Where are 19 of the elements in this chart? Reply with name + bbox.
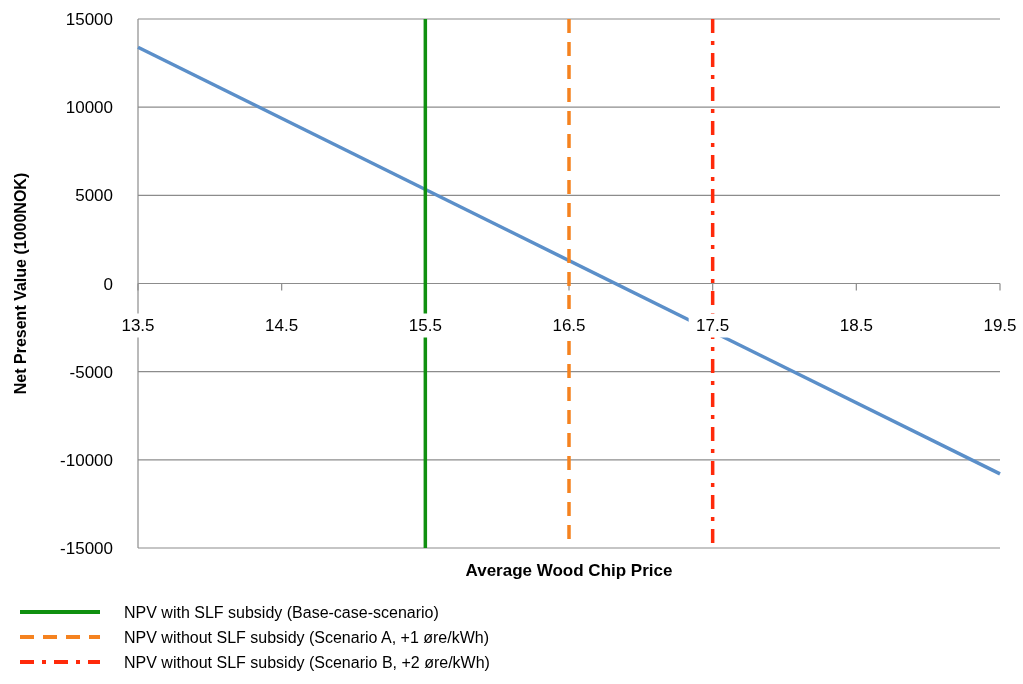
y-tick-label: 5000	[75, 186, 113, 206]
x-tick-label: 14.5	[265, 315, 299, 335]
legend-label: NPV without SLF subsidy (Scenario A, +1 øre/kWh)	[124, 629, 490, 646]
y-tick-label: 15000	[65, 10, 113, 29]
x-tick-label: 13.5	[121, 315, 155, 335]
x-axis-title: Average Wood Chip Price	[465, 561, 673, 580]
legend-label: NPV with SLF subsidy (Base-case-scenario)	[124, 604, 439, 621]
y-tick-label: -15000	[60, 539, 113, 558]
y-tick-label: -10000	[60, 450, 113, 470]
y-tick-label: 10000	[65, 98, 113, 118]
legend-label: NPV without SLF subsidy (Scenario B, +2 øre/kWh)	[124, 654, 490, 671]
x-tick-label: 17.5	[696, 315, 730, 335]
y-tick-label: -5000	[69, 362, 113, 382]
y-tick-label: 0	[103, 274, 113, 294]
x-tick-label: 19.5	[983, 315, 1017, 335]
x-tick-label: 15.5	[408, 315, 442, 335]
x-tick-label: 16.5	[552, 315, 586, 335]
y-axis-title: Net Present Value (1000NOK)	[12, 172, 29, 395]
x-tick-label: 18.5	[839, 315, 873, 335]
